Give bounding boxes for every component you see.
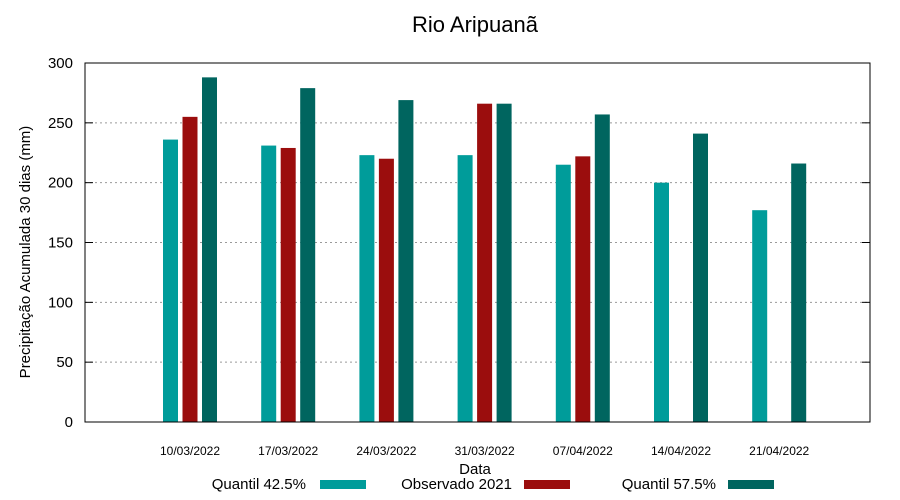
y-tick-label: 250 (48, 115, 73, 132)
x-tick-label: 14/04/2022 (651, 444, 711, 458)
legend-label: Quantil 42.5% (212, 476, 306, 493)
legend-swatch (728, 480, 774, 489)
bar-quantil-57-5 (398, 100, 414, 422)
bar-observado-2021 (280, 147, 296, 423)
bar-quantil-57-5 (791, 163, 807, 422)
y-tick-label: 0 (65, 414, 73, 431)
y-tick-label: 50 (56, 354, 73, 371)
y-tick-label: 200 (48, 175, 73, 192)
bar-quantil-42-5 (654, 182, 669, 422)
bar-quantil-42-5 (359, 155, 375, 423)
legend-swatch (524, 480, 570, 489)
bar-quantil-57-5 (202, 77, 217, 423)
x-axis-ticks: 10/03/2022 17/03/2022 24/03/2022 31/03/2022… (160, 444, 810, 458)
bar-observado-2021 (378, 158, 394, 422)
legend-label: Quantil 57.5% (622, 476, 716, 493)
bar-observado-2021 (477, 103, 493, 422)
bar-quantil-57-5 (693, 133, 708, 422)
x-tick-label: 31/03/2022 (455, 444, 515, 458)
bar-observado-2021 (575, 156, 591, 422)
y-axis-ticks: 0 50 100 150 200 250 300 (48, 55, 870, 431)
bar-quantil-42-5 (457, 155, 473, 423)
x-tick-label: 17/03/2022 (258, 444, 318, 458)
legend-label: Observado 2021 (401, 476, 512, 493)
chart-title: Rio Aripuanã (412, 12, 539, 37)
bar-observado-2021 (182, 116, 198, 422)
x-tick-label: 07/04/2022 (553, 444, 613, 458)
y-axis-label: Precipitação Acumulada 30 dias (mm) (17, 126, 34, 379)
bar-quantil-42-5 (752, 210, 768, 422)
x-tick-label: 21/04/2022 (749, 444, 809, 458)
y-tick-label: 100 (48, 294, 73, 311)
legend-swatch (320, 480, 366, 489)
bar-quantil-42-5 (163, 139, 178, 422)
bar-quantil-57-5 (594, 114, 610, 422)
bars (163, 77, 807, 423)
bar-quantil-42-5 (555, 164, 571, 422)
y-tick-label: 150 (48, 235, 73, 252)
bar-quantil-57-5 (300, 88, 316, 422)
y-tick-label: 300 (48, 55, 73, 72)
x-axis-label: Data (459, 461, 491, 478)
bar-quantil-42-5 (261, 145, 277, 422)
x-tick-label: 10/03/2022 (160, 444, 220, 458)
legend: Quantil 42.5% Observado 2021 Quantil 57.5% (212, 476, 774, 493)
bar-quantil-57-5 (496, 103, 512, 422)
x-tick-label: 24/03/2022 (356, 444, 416, 458)
